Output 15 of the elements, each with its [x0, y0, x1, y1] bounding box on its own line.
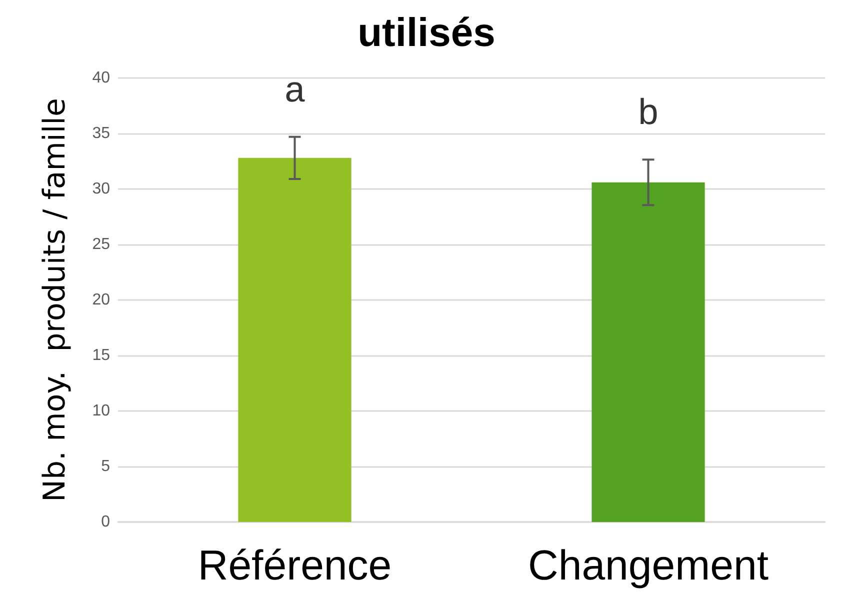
y-tick-label: 20	[92, 292, 110, 308]
y-tick-label: 5	[101, 458, 110, 475]
y-tick-label: 0	[101, 514, 110, 530]
annotation: b	[638, 91, 658, 132]
y-axis-title: Nb. moy. produits / famille	[38, 98, 72, 502]
y-tick-label: 30	[92, 180, 110, 198]
annotation: a	[284, 68, 306, 110]
y-tick-label: 15	[92, 347, 110, 364]
x-tick-label: Changement	[528, 542, 769, 588]
y-tick-label: 10	[92, 402, 110, 420]
y-tick-label: 25	[92, 236, 110, 253]
x-tick-label: Référence	[198, 542, 392, 588]
chart-title: utilisés	[358, 11, 496, 55]
y-tick-label: 35	[92, 125, 110, 142]
y-tick-label: 40	[92, 70, 110, 86]
